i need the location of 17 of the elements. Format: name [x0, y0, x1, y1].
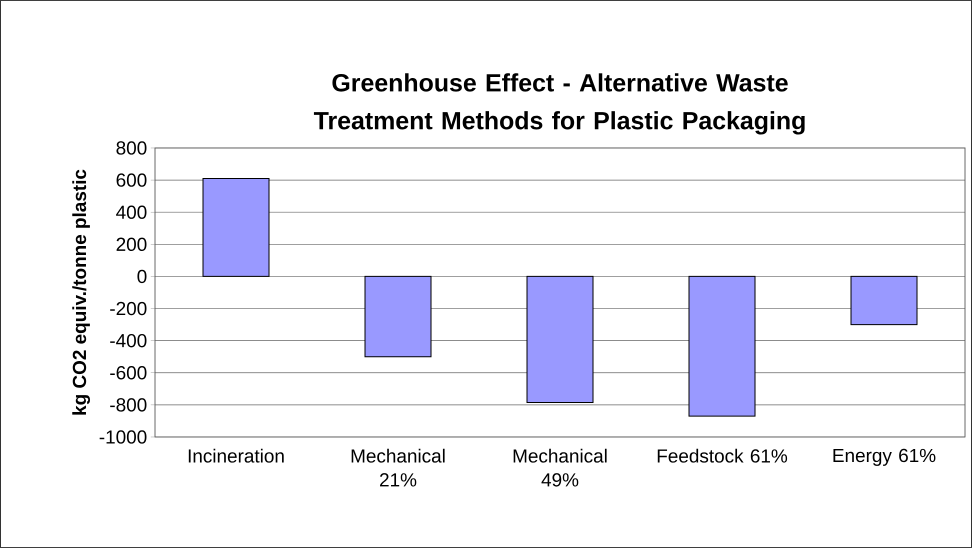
- y-tick-label: 400: [116, 206, 146, 219]
- y-tick-label: -800: [110, 398, 146, 412]
- y-tick-label: 0: [137, 270, 146, 284]
- y-tick-label: -600: [110, 366, 146, 380]
- y-tick-label: -400: [110, 334, 146, 348]
- y-axis-title: kg CO2 equiv./tonne plastic: [72, 170, 90, 415]
- x-tick-label: Mechanical 21%: [352, 448, 445, 486]
- y-tick-label: 200: [116, 238, 146, 252]
- x-tick-label: Incineration: [188, 448, 284, 463]
- x-tick-label: Feedstock 61%: [658, 448, 788, 463]
- x-tick-label: Energy 61%: [833, 448, 936, 466]
- y-tick-label: -1000: [100, 430, 146, 444]
- y-tick-label: 600: [116, 173, 146, 187]
- y-tick-label: 800: [116, 141, 146, 155]
- y-tick-label: -200: [110, 302, 146, 316]
- x-tick-label: Mechanical 49%: [514, 448, 607, 487]
- chart-title: Greenhouse Effect - Alternative Waste Treatment Methods for Plastic Packaging: [314, 73, 805, 134]
